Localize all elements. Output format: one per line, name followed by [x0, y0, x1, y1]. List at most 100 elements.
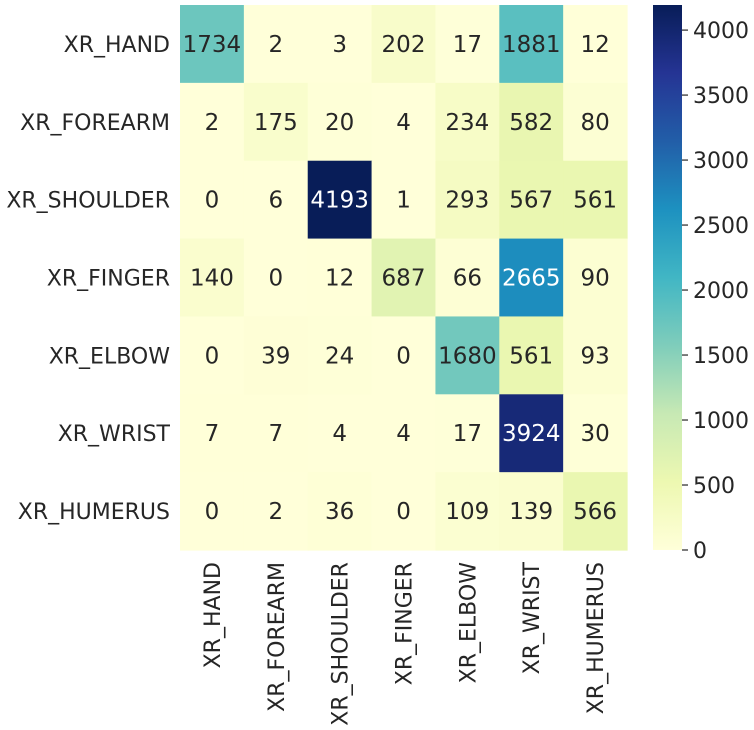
cell-value-label: 139: [509, 499, 553, 525]
cell-value-label: 17: [453, 421, 482, 447]
heatmap-cell: [243, 5, 309, 84]
cell-value-label: 7: [205, 421, 220, 447]
heatmap-cell: [563, 82, 628, 162]
row-label-xr-wrist: XR_WRIST: [58, 422, 171, 447]
heatmap-cell: [499, 160, 564, 240]
heatmap-cell: [307, 472, 373, 551]
heatmap-cell: [371, 316, 437, 395]
heatmap-cell: [371, 5, 437, 84]
heatmap-cell: [243, 238, 309, 318]
cell-value-label: 2665: [502, 266, 561, 292]
cell-value-label: 582: [509, 110, 553, 136]
heatmap-cell: [307, 160, 373, 240]
heatmap-cell: [180, 394, 245, 473]
cell-value-label: 2: [268, 32, 283, 58]
column-label-xr-hand: XR_HAND: [201, 562, 226, 668]
heatmap-cell: [435, 160, 500, 240]
cell-value-label: 0: [396, 499, 411, 525]
column-label-xr-finger: XR_FINGER: [393, 562, 418, 685]
heatmap-cell: [499, 472, 564, 551]
column-label-xr-elbow: XR_ELBOW: [456, 562, 481, 684]
y-tick-labels: XR_HAND XR_FOREARM XR_SHOULDER XR_FINGER XR_…: [6, 33, 170, 525]
colorbar-tick-label: 2000: [693, 279, 749, 304]
colorbar: 0 500 1000 1500 2000 2500 3000 3500 4000: [653, 5, 749, 564]
x-tick-labels: XR_HAND XR_FOREARM XR_SHOULDER XR_FINGER XR_…: [201, 561, 609, 725]
cell-value-label: 2: [268, 499, 283, 525]
heatmap-cell: [243, 160, 309, 240]
colorbar-tick-label: 500: [693, 474, 735, 499]
cell-value-label: 24: [325, 343, 354, 369]
cell-value-label: 4193: [310, 188, 369, 214]
cell-value-label: 567: [509, 188, 553, 214]
cell-value-label: 561: [573, 188, 617, 214]
cell-value-label: 12: [325, 266, 354, 292]
heatmap-cell: [371, 82, 437, 162]
column-label-xr-shoulder: XR_SHOULDER: [329, 562, 354, 726]
cell-value-label: 687: [382, 266, 426, 292]
row-label-xr-hand: XR_HAND: [64, 33, 170, 58]
heatmap-cell: [435, 316, 500, 395]
cell-value-label: 0: [205, 499, 220, 525]
heatmap-cell: [307, 5, 373, 84]
colorbar-tick-label: 3000: [693, 149, 749, 174]
cell-value-label: 4: [396, 421, 411, 447]
heatmap-cell: [499, 82, 564, 162]
heatmap-cell: [435, 472, 500, 551]
heatmap-cell: [180, 5, 245, 84]
heatmap-cells: [180, 5, 628, 551]
cell-value-label: 30: [580, 421, 609, 447]
heatmap-cell: [499, 238, 564, 318]
heatmap-cell: [371, 394, 437, 473]
heatmap-cell: [307, 82, 373, 162]
cell-value-label: 202: [382, 32, 426, 58]
cell-value-label: 66: [453, 266, 482, 292]
cell-value-label: 0: [396, 343, 411, 369]
cell-value-label: 0: [205, 188, 220, 214]
heatmap-cell: [371, 160, 437, 240]
heatmap-cell: [307, 238, 373, 318]
heatmap-cell: [563, 5, 628, 84]
heatmap-cell: [243, 316, 309, 395]
cell-value-label: 2: [205, 110, 220, 136]
cell-value-label: 234: [445, 110, 489, 136]
cell-value-label: 39: [261, 343, 290, 369]
heatmap-cell: [435, 5, 500, 84]
cell-value-label: 3924: [502, 421, 561, 447]
heatmap-cell: [563, 394, 628, 473]
cell-value-label: 293: [445, 188, 489, 214]
cell-value-label: 0: [268, 266, 283, 292]
colorbar-tick-label: 2500: [693, 214, 749, 239]
colorbar-tick-label: 4000: [693, 19, 749, 44]
cell-value-label: 561: [509, 343, 553, 369]
colorbar-tick-label: 1000: [693, 409, 749, 434]
cell-value-label: 20: [325, 110, 354, 136]
heatmap-cell: [563, 238, 628, 318]
heatmap-cell: [499, 5, 564, 84]
cell-value-label: 17: [453, 32, 482, 58]
heatmap-cell: [435, 238, 500, 318]
cell-value-label: 109: [445, 499, 489, 525]
heatmap-cell: [563, 316, 628, 395]
cell-value-label: 566: [573, 499, 617, 525]
colorbar-tick-label: 3500: [693, 84, 749, 109]
heatmap-cell: [243, 394, 309, 473]
colorbar-ticks: 0 500 1000 1500 2000 2500 3000 3500 4000: [682, 19, 749, 564]
cell-value-label: 140: [190, 266, 234, 292]
column-label-xr-humerus: XR_HUMERUS: [584, 562, 609, 714]
cell-value-label: 90: [580, 266, 609, 292]
heatmap-cell: [307, 394, 373, 473]
cell-value-label: 175: [254, 110, 298, 136]
cell-value-label: 93: [580, 343, 609, 369]
row-label-xr-finger: XR_FINGER: [47, 267, 170, 292]
colorbar-tick-label: 0: [693, 539, 707, 564]
colorbar-tick-label: 1500: [693, 344, 749, 369]
heatmap-cell: [180, 316, 245, 395]
row-label-xr-forearm: XR_FOREARM: [20, 111, 170, 136]
cell-value-label: 4: [332, 421, 347, 447]
cell-value-label: 12: [580, 32, 609, 58]
row-label-xr-humerus: XR_HUMERUS: [18, 500, 170, 525]
cell-value-label: 1680: [438, 343, 497, 369]
heatmap-cell: [180, 238, 245, 318]
row-label-xr-elbow: XR_ELBOW: [49, 344, 171, 369]
